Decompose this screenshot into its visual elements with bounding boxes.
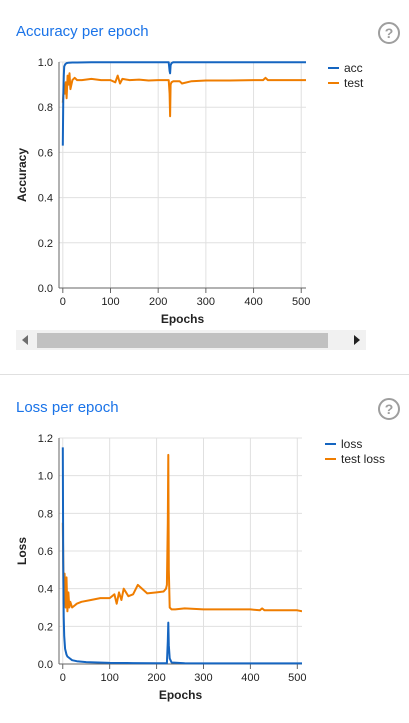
horizontal-scrollbar[interactable] [16, 330, 366, 350]
legend-item: acc [328, 61, 363, 75]
x-axis-label: Epochs [159, 688, 203, 702]
y-tick-label: 0.4 [38, 584, 53, 596]
x-tick-label: 100 [100, 672, 118, 684]
accuracy-chart: 0.0 0.2 0.4 0.6 0.8 1.0 0 100 200 300 400 500 Epochs… [15, 57, 364, 326]
y-tick-label: 0.2 [38, 238, 53, 250]
x-tick-label: 500 [292, 296, 310, 308]
legend-item: test loss [325, 452, 385, 466]
x-tick-label: 200 [149, 296, 167, 308]
legend-label: acc [344, 61, 363, 75]
loss-panel-title: Loss per epoch [16, 399, 119, 416]
y-axis-label: Accuracy [15, 148, 29, 202]
svg-text:?: ? [385, 25, 394, 41]
legend-label: loss [341, 437, 362, 451]
scrollbar-thumb[interactable] [37, 333, 328, 348]
accuracy-panel: Accuracy per epoch ? 0.0 0.2 0.4 0.6 0.8 1.0 0… [15, 21, 401, 326]
y-tick-label: 1.0 [38, 57, 53, 69]
triangle-left-icon[interactable] [16, 330, 36, 350]
help-circle-icon[interactable]: ? [377, 21, 401, 45]
triangle-right-icon[interactable] [346, 330, 366, 350]
loss-panel: Loss per epoch ? 0.0 0.2 0.4 0.6 0.8 1.0 1.2 0 1… [0, 375, 409, 723]
y-tick-label: 1.2 [38, 433, 53, 445]
series-line-test [61, 72, 306, 118]
x-tick-label: 500 [288, 672, 306, 684]
y-tick-label: 0.4 [38, 193, 53, 205]
y-axis-label: Loss [15, 537, 29, 565]
loss-chart: 0.0 0.2 0.4 0.6 0.8 1.0 1.2 0 100 200 300 400 500 Epo… [15, 433, 385, 702]
help-circle-icon[interactable]: ? [377, 397, 401, 421]
panel-divider [0, 374, 409, 375]
x-tick-label: 100 [101, 296, 119, 308]
x-tick-label: 400 [241, 672, 259, 684]
y-tick-label: 0.0 [38, 659, 53, 671]
legend-label: test loss [341, 452, 385, 466]
y-tick-label: 0.6 [38, 147, 53, 159]
legend-label: test [344, 76, 364, 90]
legend-item: test [328, 76, 364, 90]
x-tick-label: 300 [197, 296, 215, 308]
x-tick-label: 0 [60, 672, 66, 684]
y-tick-label: 0.8 [38, 508, 53, 520]
legend-item: loss [325, 437, 362, 451]
x-tick-label: 200 [147, 672, 165, 684]
x-tick-label: 400 [244, 296, 262, 308]
y-tick-label: 1.0 [38, 471, 53, 483]
y-tick-label: 0.8 [38, 102, 53, 114]
series-line-loss [61, 447, 302, 665]
series-line-acc [61, 61, 306, 146]
y-tick-label: 0.2 [38, 621, 53, 633]
svg-text:?: ? [385, 401, 394, 417]
series-line-test-loss [61, 453, 302, 613]
x-tick-label: 0 [60, 296, 66, 308]
y-tick-label: 0.6 [38, 546, 53, 558]
x-axis-label: Epochs [161, 312, 205, 326]
accuracy-panel-title: Accuracy per epoch [16, 23, 149, 40]
y-tick-label: 0.0 [38, 283, 53, 295]
x-tick-label: 300 [194, 672, 212, 684]
